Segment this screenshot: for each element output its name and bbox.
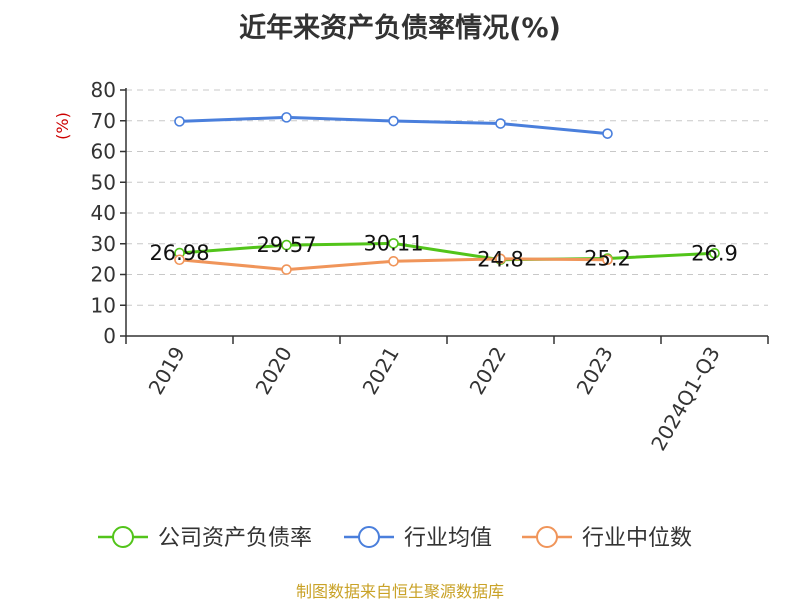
series-lines	[174, 112, 720, 275]
legend: 公司资产负债率 行业均值 行业中位数	[98, 526, 692, 551]
series-line-0	[179, 241, 715, 262]
y-tick-label: 30	[91, 232, 116, 256]
y-axis-unit: (%)	[53, 112, 72, 140]
data-point	[281, 264, 292, 275]
legend-marker	[536, 526, 558, 548]
legend-label: 公司资产负债率	[158, 526, 312, 551]
data-point	[388, 238, 399, 249]
data-point	[602, 128, 613, 139]
data-label: 24.8	[477, 248, 524, 272]
x-tick-label: 2022	[465, 343, 511, 399]
y-tick-label: 40	[91, 201, 116, 225]
x-tick-label: 2023	[572, 343, 618, 399]
data-point	[495, 118, 506, 129]
data-point	[709, 247, 720, 259]
x-tick-label: 2020	[251, 343, 297, 399]
data-point	[174, 254, 185, 266]
y-tick-label: 20	[91, 263, 116, 287]
data-label: 25.2	[584, 247, 631, 271]
grid-lines	[126, 89, 768, 306]
legend-marker	[358, 526, 380, 548]
y-tick-label: 70	[91, 109, 116, 133]
x-tick-label: 2024Q1-Q3	[646, 343, 725, 455]
legend-marker	[112, 526, 134, 548]
chart-title: 近年来资产负债率情况(%)	[239, 13, 561, 44]
data-labels: 26.98 29.57 30.11 24.8 25.2 26.9	[149, 231, 737, 271]
data-label: 26.98	[149, 241, 209, 265]
data-point	[388, 115, 399, 127]
data-label: 30.11	[363, 231, 423, 255]
data-point	[281, 239, 292, 251]
source-note: 制图数据来自恒生聚源数据库	[295, 582, 504, 601]
data-point	[174, 116, 185, 127]
axes: 0 10 20 30 40 50 60 70 80 (%) 2019 2020 2021 2022 2023…	[53, 78, 769, 455]
x-tick-label: 2021	[358, 343, 404, 399]
y-tick-label: 80	[91, 78, 116, 102]
data-point	[281, 112, 292, 123]
y-tick-label: 50	[91, 170, 116, 194]
data-point	[388, 255, 399, 267]
data-point	[602, 254, 613, 266]
x-tick-label: 2019	[144, 343, 190, 399]
y-tick-label: 0	[103, 324, 116, 348]
legend-label: 行业均值	[404, 526, 492, 551]
y-tick-label: 60	[91, 140, 116, 164]
data-point	[495, 253, 506, 265]
y-tick-label: 10	[91, 293, 116, 317]
legend-label: 行业中位数	[582, 526, 692, 551]
data-label: 26.9	[691, 241, 738, 265]
data-label: 29.57	[256, 233, 316, 257]
